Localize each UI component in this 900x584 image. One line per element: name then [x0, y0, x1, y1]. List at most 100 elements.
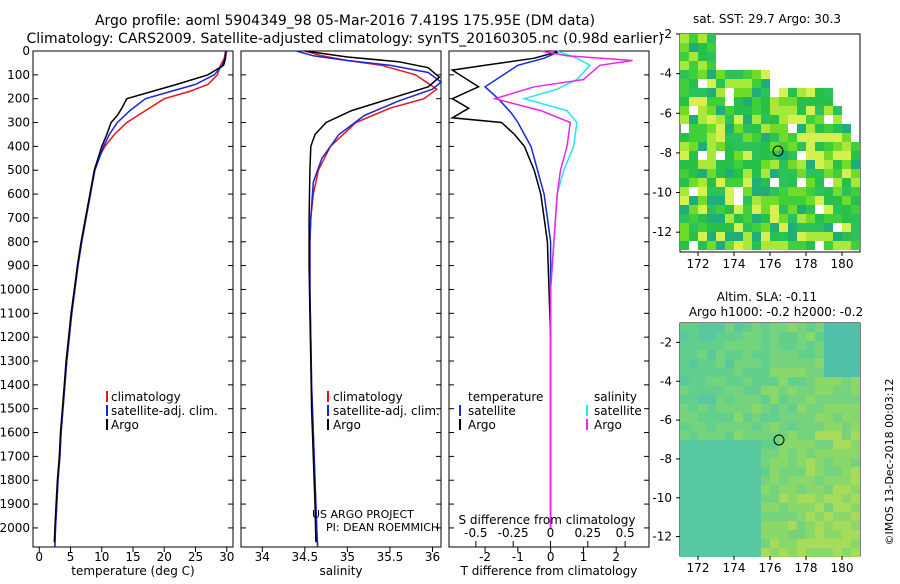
sla-cell: [851, 422, 860, 431]
sla-cell: [716, 359, 725, 368]
sst-cell: [779, 142, 788, 151]
sla-cell: [797, 422, 806, 431]
sst-cell: [851, 241, 860, 250]
sst-cell: [788, 241, 797, 250]
sst-cell: [725, 205, 734, 214]
sla-cell: [707, 431, 716, 440]
sla-cell: [734, 449, 743, 458]
sla-cell: [716, 323, 725, 332]
sst-cell: [842, 178, 851, 187]
sla-cell: [815, 467, 824, 476]
sst-cell: [788, 205, 797, 214]
sst-cell: [725, 241, 734, 250]
sla-cell: [770, 458, 779, 467]
sst-cell: [689, 160, 698, 169]
y-tick-label: 1700: [0, 449, 30, 463]
sla-cell: [689, 485, 698, 494]
sla-cell: [788, 386, 797, 395]
sst-cell: [734, 205, 743, 214]
sst-cell: [680, 61, 689, 70]
sla-cell: [689, 494, 698, 503]
sst-cell: [806, 97, 815, 106]
sla-cell: [815, 476, 824, 485]
sla-cell: [698, 350, 707, 359]
sla-cell: [779, 395, 788, 404]
sst-cell: [806, 223, 815, 232]
sst-cell: [734, 115, 743, 124]
sla-cell: [797, 530, 806, 539]
legend-label-s-argo: Argo: [594, 418, 622, 432]
sla-cell: [698, 512, 707, 521]
sla-cell: [752, 386, 761, 395]
sla-cell: [680, 494, 689, 503]
sla-cell: [851, 404, 860, 413]
sla-cell: [743, 359, 752, 368]
x-tick-label: 0: [35, 550, 43, 564]
sla-cell: [725, 539, 734, 548]
sst-cell: [779, 151, 788, 160]
sla-cell: [752, 548, 761, 557]
legend-swatch-climatology: [106, 391, 108, 402]
sla-cell: [707, 368, 716, 377]
sst-cell: [761, 115, 770, 124]
sst-cell: [779, 223, 788, 232]
sla-cell: [833, 449, 842, 458]
sla-cell: [761, 539, 770, 548]
sla-cell: [752, 494, 761, 503]
sla-cell: [743, 422, 752, 431]
sla-cell: [770, 512, 779, 521]
sst-cell: [680, 169, 689, 178]
sla-cell: [752, 476, 761, 485]
sla-cell: [698, 539, 707, 548]
sla-cell: [761, 386, 770, 395]
sst-cell: [824, 223, 833, 232]
sst-cell: [707, 151, 716, 160]
map-x-tick-label: 172: [687, 257, 710, 271]
sst-cell: [680, 205, 689, 214]
sst-cell: [752, 232, 761, 241]
sst-cell: [752, 70, 761, 79]
sst-cell: [698, 232, 707, 241]
series-line-3: [492, 50, 633, 528]
sst-cell: [725, 223, 734, 232]
sla-cell: [680, 512, 689, 521]
sla-cell: [779, 368, 788, 377]
sla-cell: [851, 359, 860, 368]
sla-cell: [797, 368, 806, 377]
sla-cell: [824, 476, 833, 485]
sst-cell: [707, 115, 716, 124]
sst-cell: [752, 169, 761, 178]
sst-cell: [761, 196, 770, 205]
sla-cell: [752, 359, 761, 368]
sst-cell: [743, 97, 752, 106]
sla-cell: [797, 323, 806, 332]
sst-cell: [698, 97, 707, 106]
map-y-tick-label: -6: [660, 413, 672, 427]
sla-cell: [770, 377, 779, 386]
sst-cell: [833, 151, 842, 160]
x-tick-label: 10: [94, 550, 109, 564]
sla-cell: [842, 512, 851, 521]
sla-cell: [851, 458, 860, 467]
sla-cell: [680, 332, 689, 341]
sst-cell: [806, 151, 815, 160]
sla-cell: [806, 350, 815, 359]
sst-cell: [680, 178, 689, 187]
sst-cell: [824, 97, 833, 106]
sst-cell: [725, 79, 734, 88]
sla-cell: [797, 521, 806, 530]
sst-cell: [698, 205, 707, 214]
sla-cell: [833, 422, 842, 431]
sla-cell: [761, 467, 770, 476]
sla-cell: [716, 341, 725, 350]
sla-cell: [779, 413, 788, 422]
sst-cell: [851, 205, 860, 214]
sst-cell: [806, 115, 815, 124]
sst-cell: [689, 169, 698, 178]
sla-cell: [824, 368, 833, 377]
sla-cell: [788, 548, 797, 557]
sla-cell: [734, 377, 743, 386]
sst-cell: [680, 241, 689, 250]
sst-cell: [770, 124, 779, 133]
sst-cell: [833, 169, 842, 178]
